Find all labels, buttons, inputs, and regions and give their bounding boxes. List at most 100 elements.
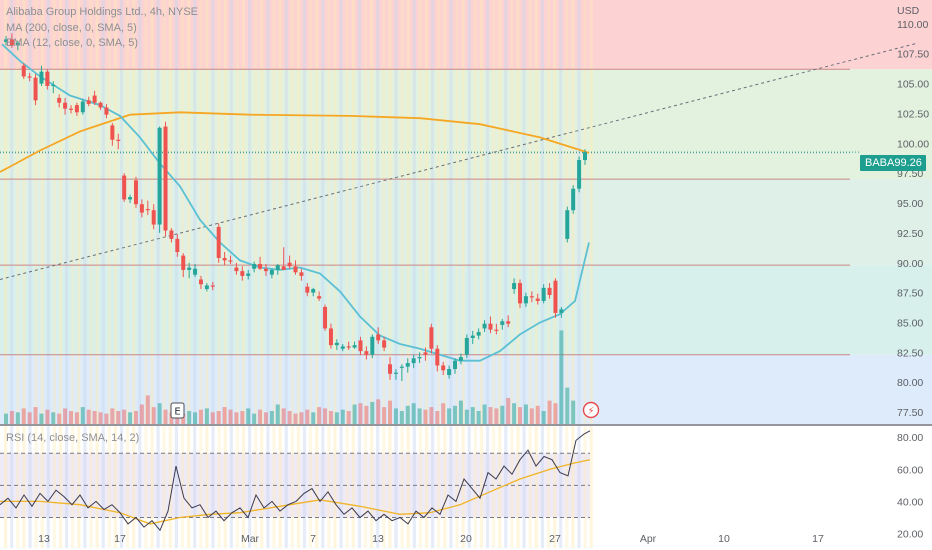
session-stripe — [168, 0, 172, 424]
volume-bar — [500, 405, 505, 424]
session-stripe — [516, 426, 520, 548]
candle-body — [370, 336, 375, 355]
session-stripe — [357, 0, 361, 424]
session-stripe — [394, 426, 398, 548]
volume-bar — [535, 405, 540, 424]
candle-body — [15, 42, 20, 46]
candle-body — [246, 273, 251, 276]
candle-body — [305, 286, 310, 293]
candle-body — [547, 287, 552, 296]
volume-bar — [323, 408, 328, 424]
dotted-trendline — [0, 42, 919, 280]
session-stripe — [199, 0, 203, 424]
session-stripe — [473, 0, 477, 424]
session-stripe — [254, 0, 258, 424]
candle-body — [122, 175, 127, 200]
session-stripe — [309, 0, 313, 424]
candle-body — [157, 127, 162, 225]
volume-bar — [470, 407, 475, 424]
candle-body — [559, 309, 564, 313]
volume-bar — [334, 412, 339, 424]
volume-bar — [68, 411, 73, 424]
candle-body — [110, 125, 115, 140]
ma200-legend[interactable]: MA (200, close, 0, SMA, 5) — [6, 22, 137, 34]
session-stripe — [126, 426, 130, 548]
volume-bar — [45, 409, 50, 424]
symbol-legend[interactable]: Alibaba Group Holdings Ltd., 4h, NYSE — [6, 6, 199, 18]
price-axis-label: 100.00 — [897, 138, 929, 150]
candle-body — [281, 266, 286, 270]
volume-bar — [33, 407, 38, 424]
session-stripe — [546, 0, 551, 424]
candle-body — [57, 97, 62, 103]
ema12-legend[interactable]: EMA (12, close, 0, SMA, 5) — [6, 37, 139, 49]
session-stripe — [485, 426, 490, 548]
volume-bar — [299, 412, 304, 424]
candle-body — [299, 272, 304, 276]
candle-body — [340, 346, 345, 349]
session-stripe — [357, 426, 361, 548]
candle-body — [494, 329, 499, 331]
candle-body — [583, 152, 587, 161]
time-axis-label: Apr — [640, 533, 657, 545]
session-stripe — [443, 0, 447, 424]
session-stripe — [473, 426, 477, 548]
volume-bar — [187, 411, 192, 424]
session-stripe — [168, 426, 172, 548]
volume-bar — [512, 403, 517, 424]
session-stripe — [583, 0, 587, 424]
session-stripe — [229, 426, 233, 548]
candle-body — [175, 238, 180, 253]
session-stripe — [217, 426, 221, 548]
candle-body — [464, 338, 469, 355]
ma200-line — [0, 111, 590, 173]
earnings-marker-label: E — [174, 407, 180, 418]
candle-body — [323, 306, 328, 329]
session-stripe — [162, 426, 166, 548]
session-stripe — [504, 426, 508, 548]
candle-body — [529, 296, 534, 298]
session-stripe — [351, 426, 355, 548]
candle-body — [334, 342, 339, 346]
session-stripe — [254, 426, 258, 548]
price-axis-label: 92.50 — [897, 228, 923, 240]
session-stripe — [479, 426, 483, 548]
session-stripe — [461, 426, 465, 548]
volume-bar — [417, 408, 422, 424]
session-stripe — [180, 0, 185, 424]
session-stripe — [150, 426, 154, 548]
candle-body — [423, 352, 428, 355]
currency-label: USD — [897, 5, 920, 17]
candle-body — [169, 230, 174, 239]
candle-body — [447, 369, 452, 376]
session-stripe — [553, 426, 557, 548]
candle-body — [429, 327, 434, 349]
session-stripe — [52, 426, 56, 548]
volume-bar — [51, 412, 56, 424]
volume-bar — [181, 413, 186, 424]
rsi-legend[interactable]: RSI (14, close, SMA, 14, 2) — [6, 432, 140, 444]
session-stripe — [107, 0, 111, 424]
candle-body — [9, 39, 14, 46]
volume-bar — [293, 413, 298, 424]
session-stripe — [187, 0, 191, 424]
candle-body — [565, 210, 570, 239]
candle-body — [104, 107, 109, 115]
candle-body — [293, 266, 298, 273]
volume-bars — [4, 330, 576, 424]
volume-bar — [305, 409, 310, 424]
time-axis-label: 17 — [812, 533, 824, 545]
session-stripe — [534, 426, 538, 548]
session-stripe — [278, 0, 282, 424]
candle-body — [181, 255, 186, 270]
price-axis-label: 90.00 — [897, 258, 923, 270]
session-stripe — [95, 426, 99, 548]
candle-body — [328, 328, 333, 346]
candle-body — [33, 77, 38, 101]
candle-body — [358, 340, 363, 352]
volume-bar — [193, 412, 198, 424]
volume-bar — [275, 404, 280, 424]
rsi-axis-label: 20.00 — [897, 529, 923, 541]
candle-body — [571, 188, 576, 211]
